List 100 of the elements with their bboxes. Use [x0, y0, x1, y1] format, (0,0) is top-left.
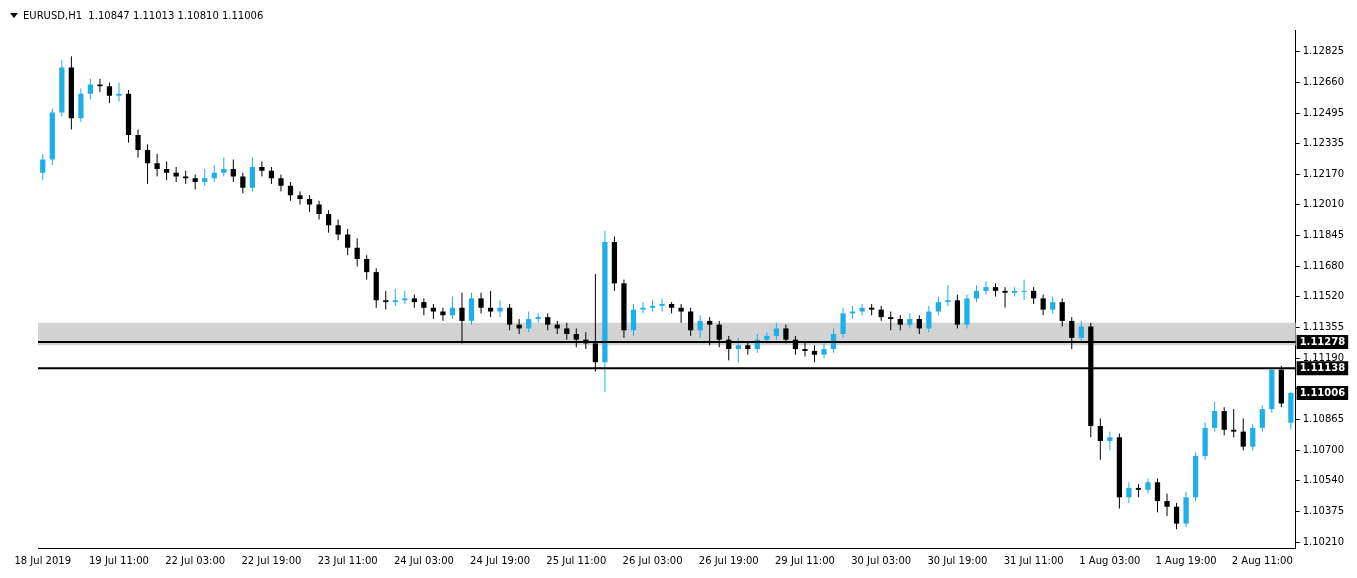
x-tick-label: 30 Jul 19:00 [927, 554, 988, 566]
candlestick [364, 254, 370, 281]
candlestick [1097, 418, 1103, 461]
x-tick-label: 26 Jul 03:00 [622, 554, 683, 566]
y-tick-label: 1.10700 [1302, 444, 1345, 455]
candlestick [1145, 478, 1151, 495]
y-tick-label: 1.12660 [1302, 76, 1345, 88]
candlestick [735, 337, 741, 363]
x-tick-label: 23 Jul 11:00 [317, 554, 378, 566]
candlestick [1021, 279, 1027, 301]
x-tick-label: 24 Jul 19:00 [470, 554, 531, 566]
y-tick-label: 1.11680 [1302, 260, 1345, 272]
candlestick [1164, 493, 1170, 517]
candlestick [1240, 418, 1246, 451]
x-tick-label: 18 Jul 2019 [14, 554, 72, 566]
candlestick [221, 157, 227, 177]
candlestick [116, 82, 122, 102]
candlestick [87, 78, 94, 100]
y-tick-label: 1.10540 [1302, 474, 1345, 486]
candlestick [688, 307, 694, 337]
candlestick [230, 159, 236, 183]
candlestick [354, 237, 360, 267]
ref-line-label: 1.11138 [1299, 361, 1346, 373]
candlestick [640, 301, 646, 314]
candlestick [840, 307, 846, 339]
candlestick [983, 280, 989, 296]
candlestick [507, 303, 513, 331]
candlestick [1259, 404, 1265, 433]
candlestick [1040, 294, 1046, 316]
candlestick [468, 292, 475, 326]
candlestick [106, 82, 113, 104]
text: 1.11006 [1299, 386, 1346, 398]
candlestick [1173, 502, 1180, 530]
candlestick [1059, 297, 1065, 328]
x-tick-label: 24 Jul 03:00 [393, 554, 454, 566]
candlestick [421, 297, 427, 316]
candlestick [316, 200, 322, 221]
candlestick [40, 153, 46, 181]
x-tick-label: 30 Jul 03:00 [851, 554, 912, 566]
ref-line-label: 1.11278 [1299, 335, 1346, 347]
candlestick [1107, 431, 1113, 451]
y-tick-label: 1.11845 [1302, 229, 1345, 241]
y-tick-label: 1.12335 [1302, 137, 1345, 149]
candlestick [97, 78, 103, 93]
candlestick [1212, 401, 1218, 433]
candlestick [259, 160, 265, 177]
candlestick [1154, 478, 1161, 513]
candlestick [659, 297, 665, 313]
candlestick [935, 296, 941, 316]
chart-title: EURUSD,H1 1.10847 1.11013 1.10810 1.11006 [23, 10, 264, 21]
candlestick [335, 219, 341, 241]
candlestick [764, 331, 770, 344]
candlestick [287, 181, 294, 202]
candlestick [478, 292, 484, 314]
candlestick [325, 209, 332, 234]
candlestick [649, 299, 656, 313]
x-tick-label: 26 Jul 19:00 [698, 554, 759, 566]
y-tick-label: 1.11355 [1302, 321, 1345, 333]
candlestick [678, 303, 684, 324]
candlestick [449, 296, 456, 320]
candlestick [1231, 408, 1237, 438]
y-tick-label: 1.12825 [1302, 45, 1345, 57]
x-tick-label: 22 Jul 19:00 [241, 554, 302, 566]
candlestick [278, 174, 284, 192]
y-tick-label: 1.10375 [1302, 505, 1345, 516]
y-tick-label: 1.12010 [1302, 198, 1345, 210]
candlestick [345, 228, 351, 256]
y-tick-label: 1.12495 [1302, 107, 1345, 119]
candlestick [249, 157, 255, 192]
candlestick [1126, 481, 1132, 504]
candlestick [440, 307, 446, 322]
candlestick [297, 190, 303, 206]
candlestick [497, 299, 503, 318]
x-tick-label: 1 Aug 03:00 [1079, 554, 1141, 566]
x-tick-label: 19 Jul 11:00 [89, 554, 149, 566]
candlestick [1250, 423, 1256, 451]
x-tick-label: 1 Aug 19:00 [1155, 554, 1217, 566]
y-tick-label: 1.10210 [1302, 535, 1345, 547]
candlestick [164, 160, 170, 181]
candlestick [1078, 320, 1084, 343]
y-tick-label: 1.12170 [1302, 168, 1345, 180]
candlestick [383, 290, 389, 311]
y-tick-label: 1.10865 [1302, 413, 1345, 425]
candlestick [859, 303, 865, 316]
candlestick [821, 342, 827, 359]
x-tick-label: 29 Jul 11:00 [774, 554, 835, 566]
candlestick [1221, 406, 1227, 436]
candlestick [926, 305, 932, 333]
candlestick [526, 311, 532, 333]
candlestick [916, 314, 922, 335]
x-tick-label: 25 Jul 11:00 [546, 554, 607, 566]
y-tick-label: 1.11520 [1302, 290, 1345, 302]
candlestick [945, 284, 951, 307]
candlestick [144, 143, 151, 185]
candlestick [240, 172, 246, 194]
candlestick [1002, 286, 1008, 309]
candlestick [487, 290, 494, 318]
x-tick-label: 22 Jul 03:00 [165, 554, 226, 566]
x-tick-label: 31 Jul 11:00 [1003, 554, 1064, 566]
candlestick [888, 311, 894, 331]
